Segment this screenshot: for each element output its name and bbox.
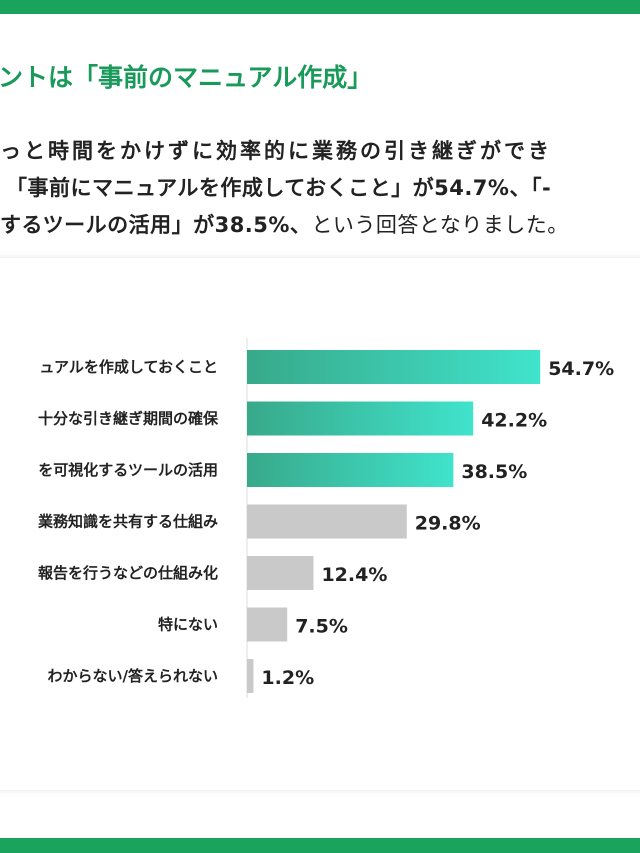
data-label: 54.7% — [548, 358, 614, 380]
body-line-3-regular: という回答となりました。 — [311, 213, 569, 237]
category-label: 特にない — [158, 616, 218, 634]
body-line-3-bold: するツールの活用」が38.5%、 — [0, 213, 312, 237]
category-label: を可視化するツールの活用 — [38, 461, 218, 479]
bar-chart: ュアルを作成しておくこと 54.7% 十分な引き継ぎ期間の確保 42.2% を可視化する… — [37, 338, 614, 698]
data-label: 38.5% — [461, 461, 527, 483]
bar — [247, 453, 454, 487]
bar — [247, 350, 541, 384]
data-label: 1.2% — [261, 667, 314, 689]
section-heading: ントは「事前のマニュアル作成」 — [0, 63, 373, 92]
data-label: 12.4% — [321, 564, 387, 586]
category-label: ュアルを作成しておくこと — [39, 358, 218, 376]
bar — [247, 556, 314, 590]
data-label: 7.5% — [295, 616, 348, 638]
bar — [247, 401, 474, 436]
category-label: 業務知識を共有する仕組み — [37, 513, 218, 531]
body-line-3: するツールの活用」が38.5%、という回答となりました。 — [0, 209, 569, 239]
category-label: 十分な引き継ぎ期間の確保 — [38, 410, 219, 428]
chart-card: ュアルを作成しておくこと 54.7% 十分な引き継ぎ期間の確保 42.2% を可視化する… — [0, 258, 640, 790]
bottom-accent-band — [0, 838, 640, 853]
bar — [247, 607, 288, 642]
top-accent-band — [0, 0, 640, 14]
category-label: わからない/答えられない — [48, 667, 218, 685]
bar — [247, 659, 254, 693]
body-line-1: っと時間をかけずに効率的に業務の引き継ぎができ — [0, 139, 552, 163]
bar — [247, 504, 407, 539]
data-label: 29.8% — [415, 513, 481, 535]
body-line-2: 「事前にマニュアルを作成しておくこと」が54.7%、「- — [6, 176, 552, 200]
data-label: 42.2% — [481, 410, 547, 432]
category-label: 報告を行うなどの仕組み化 — [38, 564, 218, 582]
